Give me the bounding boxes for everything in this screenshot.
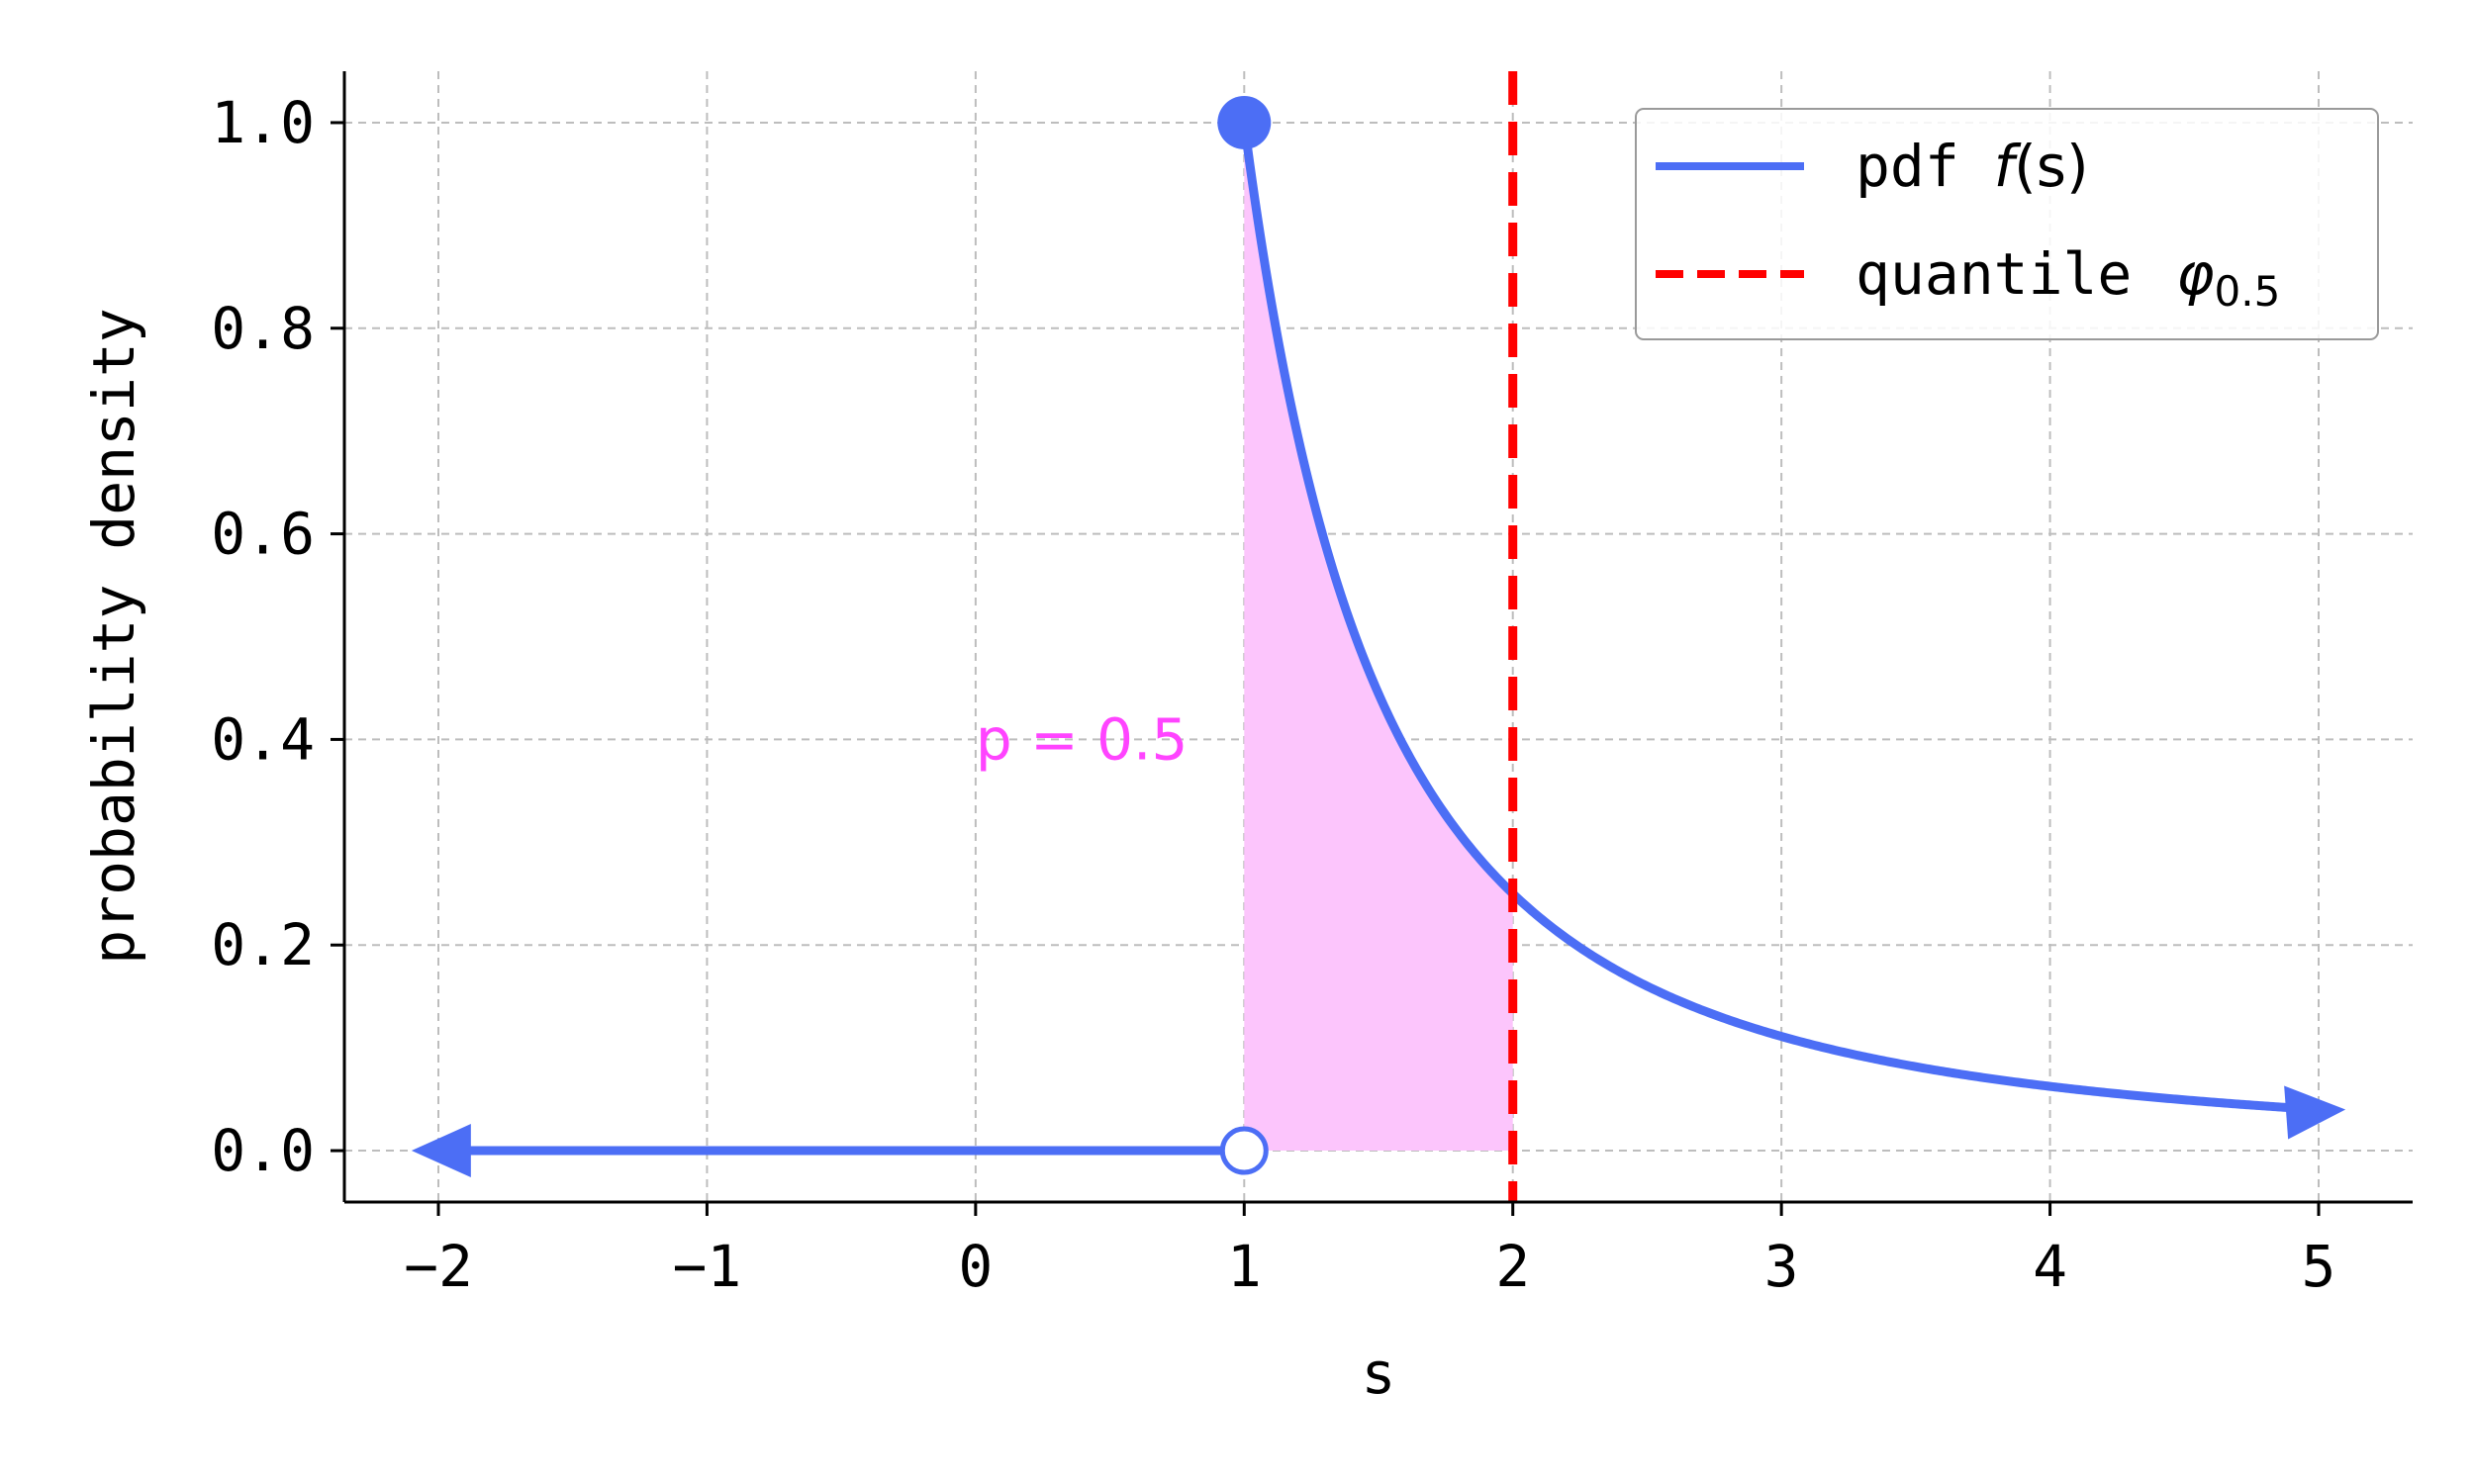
marker-filled-circle xyxy=(1217,95,1272,149)
legend: pdf f(s) quantile φ0.5 xyxy=(1635,108,2379,340)
marker-open-circle xyxy=(1219,1126,1269,1175)
x-tick-label: 0 xyxy=(958,1233,993,1300)
y-tick-label: 0.2 xyxy=(211,911,315,978)
y-tick-label: 0.8 xyxy=(211,295,315,362)
x-tick-label: 1 xyxy=(1227,1233,1262,1300)
arrow-left xyxy=(411,1124,471,1178)
x-tick-label: −1 xyxy=(673,1233,742,1300)
pdf-curve xyxy=(1239,122,2294,1113)
y-tick-label: 0.6 xyxy=(211,501,315,568)
arrow-right xyxy=(2284,1085,2346,1140)
x-tick-label: 4 xyxy=(2033,1233,2067,1300)
ticks: −2 −1 0 1 2 3 4 5 0.0 0.2 0.4 0.6 0.8 1.0 xyxy=(211,89,2335,1300)
x-tick-label: −2 xyxy=(404,1233,473,1300)
legend-box xyxy=(1635,108,2379,340)
shaded-region xyxy=(1244,122,1513,1152)
y-tick-label: 1.0 xyxy=(211,89,315,156)
x-tick-label: 2 xyxy=(1495,1233,1530,1300)
shaded-area xyxy=(1244,122,1513,1152)
series-layer xyxy=(411,71,2346,1202)
y-axis-label: probability density xyxy=(80,308,147,964)
annotation-p: p = 0.5 xyxy=(976,705,1189,773)
legend-label-quantile: quantile φ0.5 xyxy=(1856,240,2280,316)
legend-label-pdf: pdf f(s) xyxy=(1856,133,2089,200)
x-tick-label: 5 xyxy=(2302,1233,2336,1300)
x-tick-label: 3 xyxy=(1764,1233,1799,1300)
y-tick-label: 0.0 xyxy=(211,1117,315,1184)
x-axis-label: s xyxy=(1362,1340,1396,1407)
axes xyxy=(342,71,2413,1204)
y-tick-label: 0.4 xyxy=(211,705,315,773)
